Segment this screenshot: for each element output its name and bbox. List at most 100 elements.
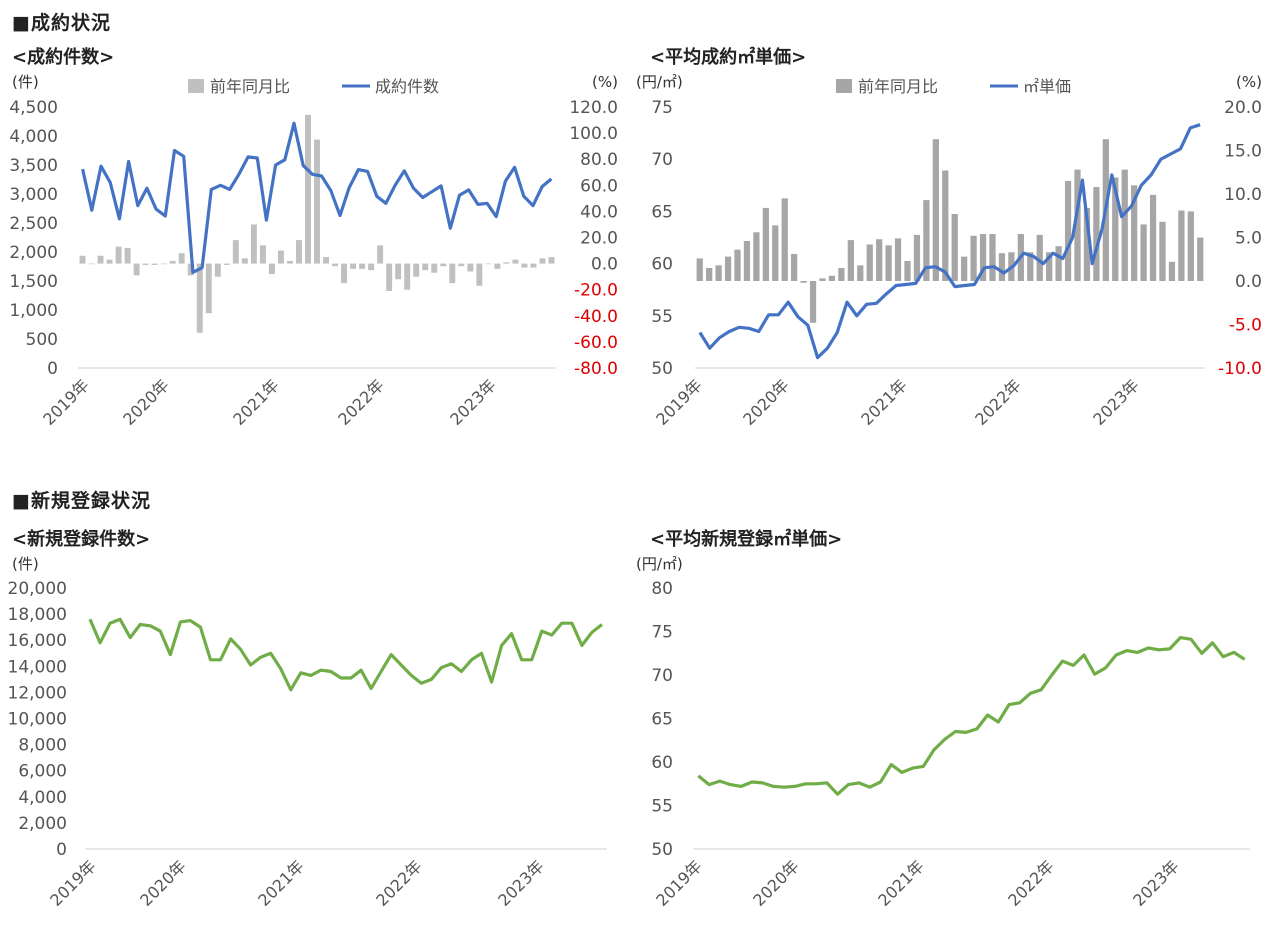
legend-label-line: 成約件数 [375, 77, 439, 96]
yoy-bar [970, 235, 977, 281]
yoy-bar [286, 260, 293, 264]
yoy-bar [1112, 177, 1119, 281]
y-tick-label: 65 [651, 202, 673, 222]
y-tick-label: 500 [26, 330, 58, 350]
yoy-bar [1064, 180, 1072, 281]
x-tick-label: 2019年 [652, 856, 706, 910]
section-title-contracts: ■成約状況 [12, 12, 111, 34]
contract-count-chart: (件) 4,500 4,000 3,500 3,000 2,500 2,000 1,500 1,… [9, 73, 618, 429]
yoy-bar [857, 265, 864, 281]
yoy-bar [250, 224, 257, 264]
yoy-bar [440, 263, 447, 267]
left-axis-unit: (件) [12, 555, 39, 573]
yoy-bar [458, 263, 465, 267]
x-tick-label: 2020年 [749, 856, 803, 910]
y-tick-label: 70 [651, 666, 673, 686]
yoy-bar [277, 250, 284, 264]
yoy-bar [268, 263, 275, 275]
yoy-bar [151, 263, 158, 265]
yoy-bar [449, 263, 456, 284]
y-tick-label: 10,000 [8, 710, 67, 730]
yoy-bar [847, 240, 854, 281]
y-tick-label: 0 [47, 359, 58, 379]
y2-tick-label: 20.0 [1224, 98, 1262, 118]
y2-tick-label: 20.0 [580, 229, 618, 249]
yoy-bar [1178, 210, 1185, 281]
chart-title-contract-price: <平均成約㎡単価> [650, 47, 807, 68]
yoy-bar [431, 263, 438, 273]
series-line [698, 123, 1201, 360]
y2-tick-label: 0.0 [591, 255, 618, 275]
yoy-bar [386, 263, 393, 292]
yoy-bar [259, 245, 266, 264]
yoy-bar [539, 258, 546, 264]
yoy-bar [169, 260, 176, 264]
yoy-bar [791, 254, 798, 281]
yoy-bar [1140, 224, 1147, 281]
yoy-bar [115, 246, 122, 264]
yoy-bar [894, 238, 902, 281]
yoy-bar [1046, 252, 1053, 281]
yoy-bar [696, 258, 703, 281]
yoy-bar [724, 256, 732, 281]
yoy-bar [1055, 246, 1062, 281]
yoy-bar [160, 263, 167, 265]
yoy-bar [467, 263, 474, 272]
yoy-bar [913, 234, 921, 281]
yoy-bar [79, 255, 86, 264]
yoy-bar [214, 263, 221, 277]
yoy-bar [512, 259, 519, 264]
y2-tick-label: 40.0 [580, 202, 618, 222]
yoy-bar [1168, 261, 1176, 281]
yoy-bar [819, 278, 826, 281]
yoy-bar [368, 263, 375, 271]
x-tick-label: 2023年 [1129, 856, 1183, 910]
y2-tick-label: -40.0 [574, 307, 618, 327]
yoy-bar [521, 263, 528, 268]
yoy-bar [828, 275, 836, 281]
right-axis-unit: (%) [592, 73, 618, 91]
y-tick-label: 14,000 [8, 657, 67, 677]
yoy-bar [772, 225, 779, 281]
yoy-bar [1149, 194, 1157, 281]
yoy-bar [1159, 221, 1166, 281]
y-tick-label: 0 [56, 840, 67, 860]
y2-tick-label: 0.0 [1235, 272, 1262, 292]
yoy-bar [88, 263, 95, 265]
y-tick-label: 6,000 [18, 762, 67, 782]
chart-title-listing-count: <新規登録件数> [12, 529, 151, 550]
y-tick-label: 2,000 [9, 243, 58, 263]
legend-label-bar: 前年同月比 [210, 77, 290, 96]
left-axis-unit: (件) [12, 73, 39, 91]
contract-price-chart: (円/㎡) 75 70 65 60 55 50 (%) 20.0 15.0 10.0 5.0 0.0 -5… [636, 73, 1262, 429]
series-line [697, 635, 1246, 796]
y-tick-label: 75 [651, 98, 673, 118]
yoy-bar [530, 263, 537, 268]
y-tick-label: 2,500 [9, 214, 58, 234]
yoy-bar [395, 263, 402, 280]
section-title-listings: ■新規登録状況 [12, 490, 151, 512]
yoy-bar [942, 170, 949, 281]
yoy-bar [743, 240, 751, 281]
y2-tick-label: 100.0 [569, 124, 618, 144]
yoy-bar [753, 232, 760, 281]
y-tick-label: 50 [651, 840, 673, 860]
y-tick-label: 80 [651, 579, 673, 599]
yoy-bar [187, 263, 194, 276]
yoy-bar [1036, 234, 1043, 281]
yoy-bar [178, 253, 185, 264]
series-line [88, 617, 603, 692]
y-tick-label: 1,500 [9, 272, 58, 292]
yoy-bar [548, 257, 555, 264]
yoy-bar [332, 263, 339, 267]
yoy-bar [404, 263, 411, 290]
y-tick-label: 4,500 [9, 98, 58, 118]
y-tick-label: 20,000 [8, 579, 67, 599]
yoy-bar [341, 263, 348, 284]
yoy-bar [734, 249, 741, 281]
legend-swatch-bar [188, 79, 204, 93]
y-tick-label: 60 [651, 753, 673, 773]
y-tick-label: 2,000 [18, 814, 67, 834]
left-axis-unit: (円/㎡) [636, 555, 683, 573]
yoy-bar [413, 263, 420, 277]
